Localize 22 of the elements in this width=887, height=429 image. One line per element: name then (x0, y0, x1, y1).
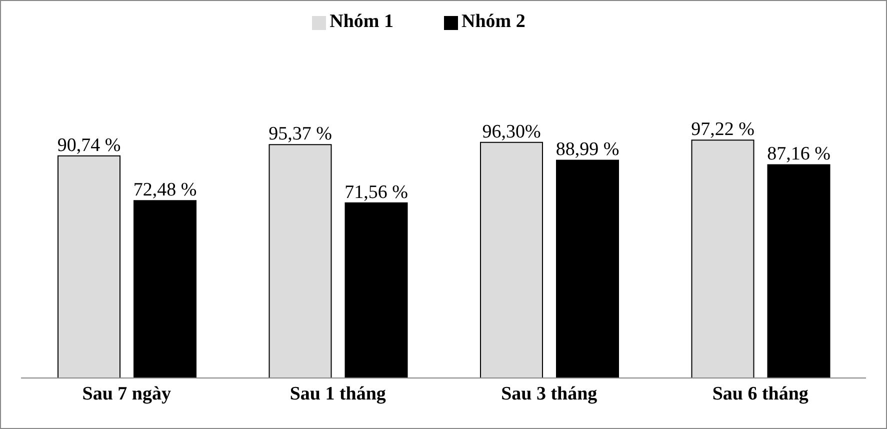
data-label: 97,22 % (691, 119, 755, 140)
legend-label: Nhóm 1 (330, 11, 394, 32)
x-tick-label: Sau 3 tháng (501, 383, 598, 404)
bar (344, 202, 408, 378)
bar (134, 200, 196, 378)
data-label: 88,99 % (556, 139, 620, 160)
data-label: 90,74 % (57, 134, 121, 156)
bar (691, 140, 754, 378)
x-tick-label: Sau 6 tháng (712, 383, 809, 404)
x-tick-label: Sau 7 ngày (82, 383, 172, 404)
bar (268, 144, 332, 378)
legend-label: Nhóm 2 (462, 11, 526, 32)
data-label: 72,48 % (133, 180, 197, 201)
data-label: 96,30% (482, 121, 541, 142)
data-label: 71,56 % (344, 182, 408, 203)
bar (767, 164, 830, 378)
data-label: 95,37 % (268, 124, 332, 145)
bar (480, 142, 543, 378)
data-label: 87,16 % (767, 144, 831, 165)
x-tick-label: Sau 1 tháng (290, 383, 386, 404)
bar (58, 155, 120, 378)
bar (556, 160, 619, 378)
